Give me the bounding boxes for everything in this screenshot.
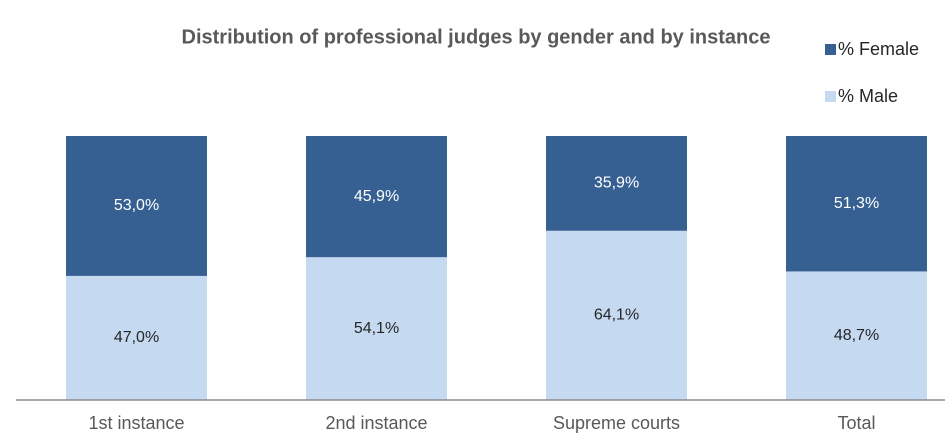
x-tick-label: 1st instance — [88, 413, 184, 433]
bar-segment — [546, 230, 687, 400]
data-label: 64,1% — [594, 307, 639, 324]
data-label: 54,1% — [354, 320, 399, 337]
bar-segment — [306, 136, 447, 258]
bar-segment — [66, 136, 207, 276]
bar-segment — [66, 275, 207, 400]
chart-title: Distribution of professional judges by g… — [182, 26, 771, 48]
legend-swatch — [825, 91, 836, 102]
bar-segment — [546, 136, 687, 231]
legend-label: % Male — [838, 86, 898, 106]
data-label: 45,9% — [354, 188, 399, 205]
bar-segment — [786, 271, 927, 400]
x-tick-label: Supreme courts — [553, 413, 680, 433]
bar-segment — [306, 257, 447, 400]
data-label: 51,3% — [834, 195, 879, 212]
data-label: 47,0% — [114, 329, 159, 346]
data-label: 53,0% — [114, 197, 159, 214]
x-tick-label: 2nd instance — [325, 413, 427, 433]
legend-label: % Female — [838, 39, 919, 59]
legend-swatch — [825, 44, 836, 55]
data-label: 48,7% — [834, 327, 879, 344]
data-label: 35,9% — [594, 175, 639, 192]
bar-segment — [786, 136, 927, 272]
x-tick-label: Total — [837, 413, 875, 433]
